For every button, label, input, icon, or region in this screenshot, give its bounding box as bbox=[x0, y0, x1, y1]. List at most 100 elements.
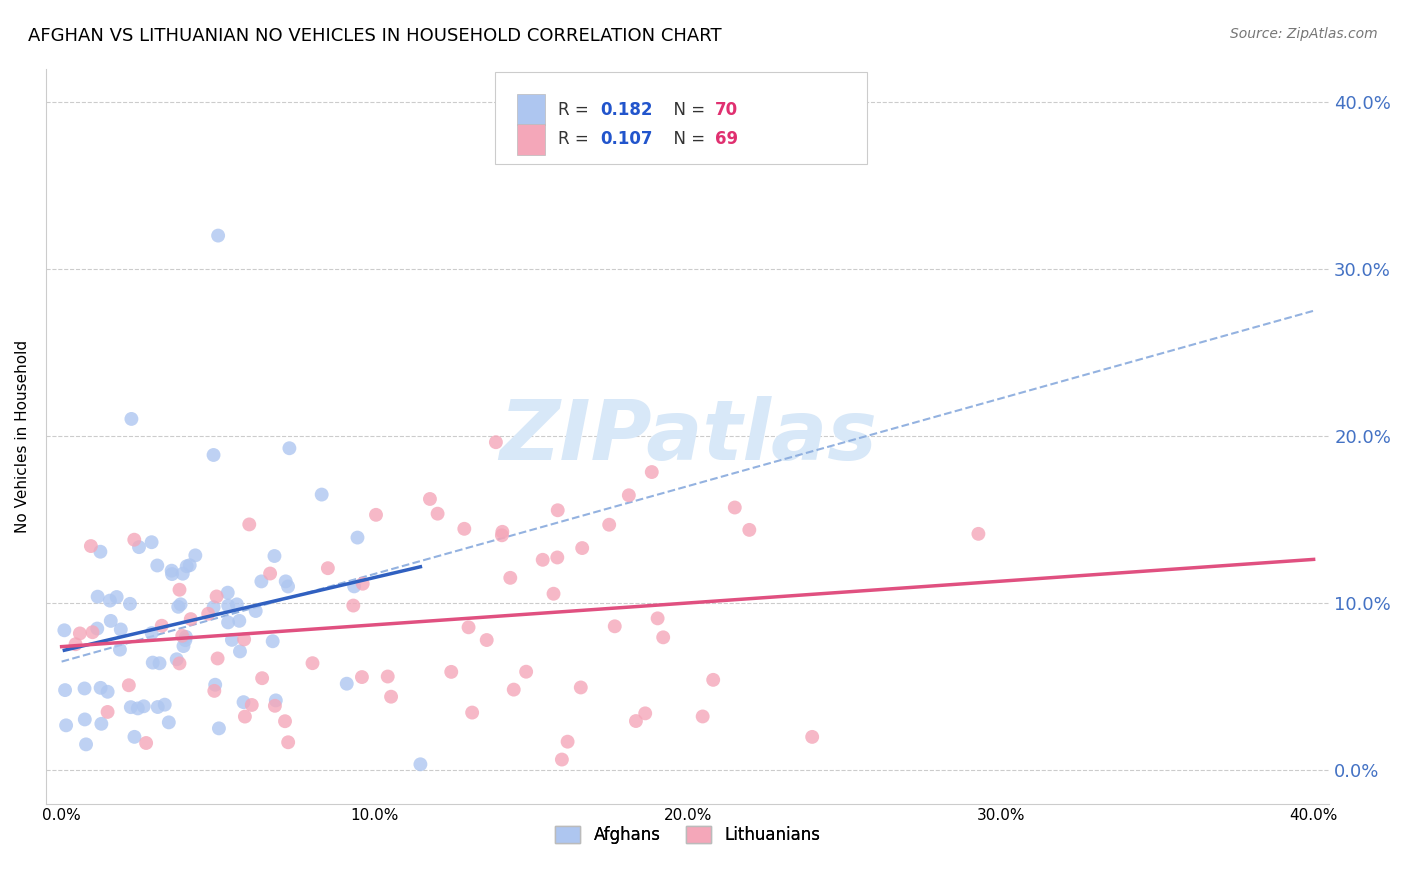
Point bbox=[169, 657, 191, 671]
Point bbox=[90, 681, 112, 695]
Point bbox=[419, 491, 441, 506]
Text: 69: 69 bbox=[714, 130, 738, 148]
Point bbox=[86, 622, 108, 636]
Point bbox=[55, 718, 77, 732]
Point bbox=[202, 448, 225, 462]
Point bbox=[118, 678, 141, 692]
Point bbox=[146, 700, 169, 714]
Point bbox=[75, 737, 97, 751]
Point bbox=[342, 599, 364, 613]
Point bbox=[69, 626, 91, 640]
Point bbox=[440, 665, 463, 679]
Point bbox=[569, 681, 592, 695]
Point bbox=[301, 656, 323, 670]
Point bbox=[634, 706, 657, 721]
FancyBboxPatch shape bbox=[495, 72, 868, 164]
Point bbox=[277, 579, 299, 593]
Point bbox=[278, 442, 301, 456]
Point bbox=[316, 561, 339, 575]
Point bbox=[250, 574, 273, 589]
Text: R =: R = bbox=[558, 130, 593, 148]
Point bbox=[184, 549, 207, 563]
Point bbox=[169, 582, 191, 597]
FancyBboxPatch shape bbox=[517, 95, 546, 125]
Point bbox=[426, 507, 449, 521]
Point bbox=[515, 665, 537, 679]
Point bbox=[80, 539, 103, 553]
Point bbox=[377, 669, 399, 683]
Text: 0.182: 0.182 bbox=[600, 101, 652, 119]
Point bbox=[264, 693, 287, 707]
Point bbox=[311, 487, 333, 501]
Point bbox=[364, 508, 387, 522]
Point bbox=[132, 699, 155, 714]
Point bbox=[65, 637, 87, 651]
Point bbox=[647, 611, 669, 625]
Point bbox=[250, 671, 273, 685]
Point bbox=[160, 564, 183, 578]
Point bbox=[461, 706, 484, 720]
Point bbox=[409, 757, 432, 772]
Text: R =: R = bbox=[558, 101, 593, 119]
Point bbox=[98, 593, 121, 607]
Point bbox=[499, 571, 522, 585]
Point bbox=[380, 690, 402, 704]
Point bbox=[202, 684, 225, 698]
Point bbox=[801, 730, 824, 744]
Point bbox=[274, 574, 297, 589]
Point bbox=[141, 626, 163, 640]
Point bbox=[277, 735, 299, 749]
Point bbox=[259, 566, 281, 581]
Point bbox=[551, 753, 574, 767]
Point bbox=[343, 579, 366, 593]
Point bbox=[97, 685, 120, 699]
Point bbox=[197, 607, 219, 621]
Point bbox=[967, 526, 990, 541]
Point bbox=[86, 590, 108, 604]
Point bbox=[82, 625, 104, 640]
Point bbox=[217, 585, 239, 599]
Point bbox=[603, 619, 626, 633]
Text: 0.107: 0.107 bbox=[600, 130, 652, 148]
Point bbox=[105, 590, 128, 604]
Point bbox=[262, 634, 284, 648]
Point bbox=[738, 523, 761, 537]
Point bbox=[128, 540, 150, 554]
Point bbox=[346, 531, 368, 545]
Legend: Afghans, Lithuanians: Afghans, Lithuanians bbox=[548, 819, 827, 850]
Point bbox=[153, 698, 176, 712]
Point bbox=[264, 698, 287, 713]
Point bbox=[141, 535, 163, 549]
Point bbox=[166, 652, 188, 666]
Point bbox=[702, 673, 724, 687]
Point bbox=[350, 670, 373, 684]
Point bbox=[167, 599, 190, 614]
Point bbox=[150, 619, 173, 633]
Point bbox=[202, 600, 225, 615]
Point bbox=[108, 642, 131, 657]
Point bbox=[238, 517, 260, 532]
Point bbox=[352, 576, 374, 591]
Point bbox=[53, 683, 76, 698]
Point bbox=[180, 612, 202, 626]
FancyBboxPatch shape bbox=[517, 124, 546, 154]
Point bbox=[485, 435, 508, 450]
Point bbox=[142, 656, 165, 670]
Point bbox=[543, 587, 565, 601]
Point bbox=[120, 412, 142, 426]
Point bbox=[617, 488, 640, 502]
Text: N =: N = bbox=[664, 130, 710, 148]
Point bbox=[233, 632, 256, 647]
Point bbox=[724, 500, 747, 515]
Point bbox=[135, 736, 157, 750]
Y-axis label: No Vehicles in Household: No Vehicles in Household bbox=[15, 340, 30, 533]
Point bbox=[221, 632, 243, 647]
Point bbox=[127, 701, 149, 715]
Point bbox=[274, 714, 297, 729]
Point bbox=[174, 633, 197, 648]
Point bbox=[229, 644, 252, 658]
Point bbox=[110, 623, 132, 637]
Text: 70: 70 bbox=[714, 101, 738, 119]
Point bbox=[692, 709, 714, 723]
Point bbox=[204, 678, 226, 692]
